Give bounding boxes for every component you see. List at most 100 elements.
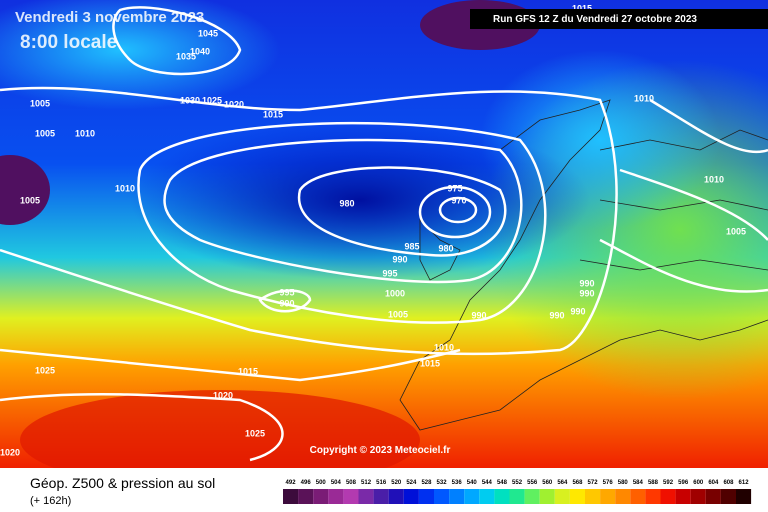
isobar-label: 985 — [404, 241, 419, 251]
scale-label: 576 — [603, 480, 614, 486]
scale-swatch — [343, 489, 359, 504]
isobar-label: 970 — [451, 195, 466, 205]
scale-swatch — [283, 489, 299, 504]
isobar-label: 1010 — [115, 183, 135, 193]
isobar-label: 1025 — [35, 365, 55, 375]
isobar — [297, 166, 507, 257]
isobar-label: 995 — [382, 268, 397, 278]
scale-label: 532 — [437, 480, 448, 486]
field-blob — [0, 0, 280, 110]
isobar — [0, 86, 618, 356]
scale-swatch — [373, 489, 389, 504]
isobar-label: 1030 — [180, 95, 200, 105]
isobar — [163, 138, 523, 284]
isobar-label: 1005 — [726, 226, 746, 236]
scale-swatch — [660, 489, 676, 504]
scale-label: 584 — [633, 480, 644, 486]
scale-label: 500 — [316, 480, 327, 486]
isobar-label: 1010 — [434, 342, 454, 352]
isobar-label: 1020 — [213, 390, 233, 400]
field-blob — [0, 155, 50, 225]
scale-swatch — [403, 489, 419, 504]
isobar-label: 1005 — [30, 98, 50, 108]
scale-swatch — [388, 489, 404, 504]
isobar-label: 1005 — [35, 128, 55, 138]
scale-label: 548 — [497, 480, 508, 486]
scale-label: 572 — [588, 480, 599, 486]
scale-label: 504 — [331, 480, 342, 486]
scale-label: 540 — [467, 480, 478, 486]
scale-swatch — [720, 489, 736, 504]
scale-label: 568 — [572, 480, 583, 486]
isobar-label: 1035 — [176, 51, 196, 61]
scale-label: 508 — [346, 480, 357, 486]
isobar-label: 1010 — [75, 128, 95, 138]
footer-title: Géop. Z500 & pression au sol — [30, 475, 215, 491]
scale-swatch — [569, 489, 585, 504]
isobar-label: 1005 — [20, 195, 40, 205]
scale-label: 544 — [482, 480, 493, 486]
isobar-label: 1015 — [263, 109, 283, 119]
isobar-label: 995 — [279, 287, 294, 297]
scale-swatch — [675, 489, 691, 504]
isobar-label: 980 — [339, 198, 354, 208]
scale-swatch — [509, 489, 525, 504]
scale-label: 592 — [663, 480, 674, 486]
scale-swatch — [539, 489, 555, 504]
isobar — [0, 392, 284, 462]
run-label: Run GFS 12 Z du Vendredi 27 octobre 2023 — [493, 14, 697, 25]
scale-swatch — [328, 489, 344, 504]
scale-label: 552 — [512, 480, 523, 486]
scale-label: 580 — [618, 480, 629, 486]
scale-swatch — [494, 489, 510, 504]
isobar-label: 1025 — [245, 428, 265, 438]
scale-label: 612 — [739, 480, 750, 486]
time-label: 8:00 locale — [20, 32, 117, 53]
scale-label: 516 — [376, 480, 387, 486]
isobars — [0, 6, 768, 462]
scale-swatch — [690, 489, 706, 504]
scale-label: 588 — [648, 480, 659, 486]
coastline — [419, 219, 461, 281]
scale-label: 564 — [557, 480, 568, 486]
copyright: Copyright © 2023 Meteociel.fr — [310, 445, 451, 456]
scale-label: 536 — [452, 480, 463, 486]
isobar-label: 990 — [570, 306, 585, 316]
scale-label: 496 — [301, 480, 312, 486]
isobar-label: 1045 — [198, 28, 218, 38]
isobar-label: 1020 — [0, 447, 20, 457]
scale-swatch — [479, 489, 495, 504]
isobar — [137, 121, 547, 324]
scale-swatch — [600, 489, 616, 504]
isobar-label: 1025 — [202, 95, 222, 105]
scale-label: 524 — [406, 480, 417, 486]
color-scale: 492 496 500 504 508 512 516 520 524 528 532 536 540 5… — [283, 480, 752, 504]
scale-swatch — [358, 489, 374, 504]
isobar-label: 1015 — [238, 366, 258, 376]
scale-swatch — [705, 489, 721, 504]
scale-swatch — [464, 489, 480, 504]
scale-swatch — [434, 489, 450, 504]
scale-swatch — [418, 489, 434, 504]
scale-swatch — [298, 489, 314, 504]
scale-label: 520 — [391, 480, 402, 486]
scale-swatch — [585, 489, 601, 504]
isobar-label: 1010 — [704, 174, 724, 184]
isobar — [112, 6, 242, 76]
scale-label: 556 — [527, 480, 538, 486]
isobar — [438, 196, 478, 224]
scale-swatch — [449, 489, 465, 504]
isobar — [418, 185, 492, 239]
scale-label: 600 — [693, 480, 704, 486]
isobar-label: 1015 — [420, 358, 440, 368]
borders — [579, 129, 768, 271]
scale-label: 608 — [723, 480, 734, 486]
footer-lead: (+ 162h) — [30, 495, 71, 507]
isobar — [258, 289, 312, 313]
isobar-label: 1015 — [572, 3, 592, 13]
isobar-label: 1020 — [224, 99, 244, 109]
date-label: Vendredi 3 novembre 2023 — [15, 9, 204, 26]
isobar-label: 990 — [549, 310, 564, 320]
